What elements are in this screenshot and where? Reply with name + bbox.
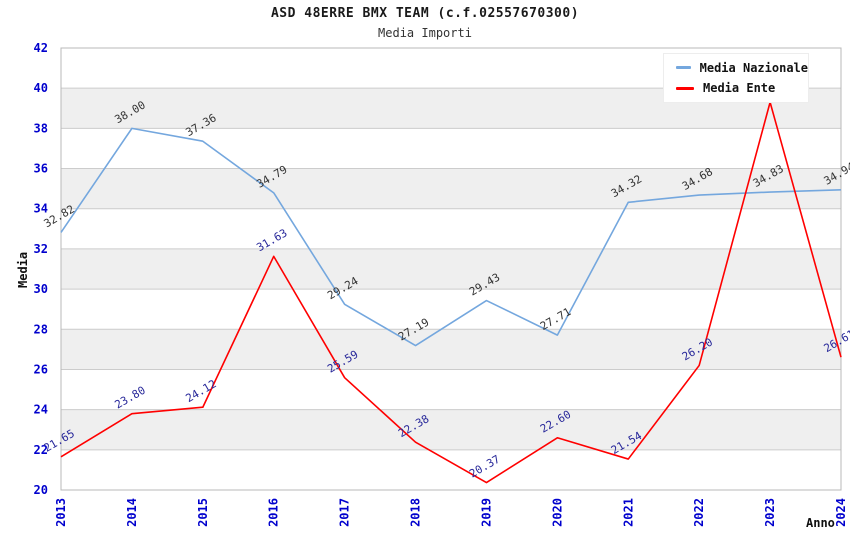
x-tick-label: 2013 <box>54 498 68 527</box>
legend-item-nazionale: Media Nazionale <box>676 61 808 75</box>
chart-title: ASD 48ERRE BMX TEAM (c.f.02557670300) <box>270 6 580 21</box>
point-label: 23.80 <box>113 384 148 412</box>
grid-band <box>61 329 841 370</box>
x-tick-label: 2022 <box>692 498 706 527</box>
x-tick-label: 2019 <box>479 498 493 527</box>
nazionale-line-swatch-icon <box>676 66 691 70</box>
x-tick-label: 2017 <box>338 498 352 527</box>
x-tick-label: 2024 <box>834 498 848 527</box>
y-tick-label: 24 <box>34 403 48 417</box>
chart-subtitle: Media Importi <box>378 26 472 40</box>
x-tick-label: 2016 <box>267 498 281 527</box>
x-tick-label: 2015 <box>196 498 210 527</box>
legend: Media Nazionale Media Ente <box>663 53 809 103</box>
y-tick-label: 32 <box>34 242 48 256</box>
y-tick-label: 30 <box>34 282 48 296</box>
x-tick-label: 2014 <box>125 498 139 527</box>
y-tick-label: 42 <box>34 41 48 55</box>
x-tick-label: 2020 <box>550 498 564 527</box>
plot-border <box>60 47 842 491</box>
series-line-ente <box>60 101 842 484</box>
y-tick-label: 38 <box>34 121 48 135</box>
y-tick-label: 28 <box>34 322 48 336</box>
y-tick-label: 20 <box>34 483 48 497</box>
x-tick-label: 2023 <box>763 498 777 527</box>
grid-band <box>61 248 841 290</box>
y-axis-title: Media <box>16 251 30 288</box>
point-label: 24.12 <box>183 377 218 405</box>
x-tick-label: 2018 <box>409 498 423 527</box>
series-line-nazionale <box>60 127 842 347</box>
y-tick-label: 36 <box>34 162 48 176</box>
ente-line-swatch-icon <box>676 86 694 90</box>
y-tick-label: 26 <box>34 362 48 376</box>
y-tick-label: 40 <box>34 81 48 95</box>
legend-label-ente: Media Ente <box>703 81 776 96</box>
x-tick-label: 2021 <box>621 498 635 527</box>
legend-item-ente: Media Ente <box>676 81 808 95</box>
x-axis-title: Anno <box>806 516 835 530</box>
grid-band <box>61 409 841 450</box>
y-tick-label: 34 <box>34 202 48 216</box>
y-tick-label: 22 <box>34 443 48 457</box>
legend-label-nazionale: Media Nazionale <box>699 60 808 75</box>
grid-band <box>61 168 841 209</box>
